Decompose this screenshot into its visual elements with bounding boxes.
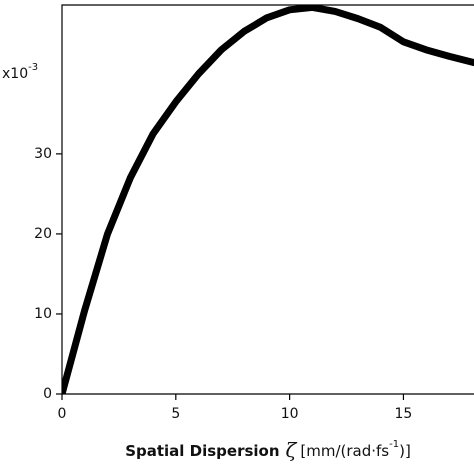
x-tick-label: 15	[395, 406, 413, 422]
data-line	[62, 5, 474, 394]
y-tick-label: 30	[34, 146, 52, 162]
x-label-symbol: ζ	[286, 438, 298, 462]
y-tick-label: 10	[34, 306, 52, 322]
x-label-name: Spatial Dispersion	[125, 442, 279, 460]
x-label-unit: [mm/(rad·fs	[300, 442, 389, 460]
y-tick-label: 20	[34, 226, 52, 242]
y-tick-label: 0	[43, 386, 52, 402]
x-axis-label: Spatial Dispersion ζ [mm/(rad·fs-1)]	[125, 438, 411, 462]
x-label-unit-end: )]	[399, 442, 411, 460]
x-label-exponent: -1	[389, 439, 399, 450]
multiplier-base: x10	[2, 66, 28, 82]
plot-area	[62, 5, 474, 394]
y-multiplier: x10-3	[2, 62, 38, 82]
plot-frame	[61, 4, 474, 395]
x-tick-label: 10	[281, 406, 299, 422]
multiplier-exponent: -3	[28, 62, 38, 73]
x-tick-label: 5	[171, 406, 180, 422]
x-tick-label: 0	[58, 406, 67, 422]
